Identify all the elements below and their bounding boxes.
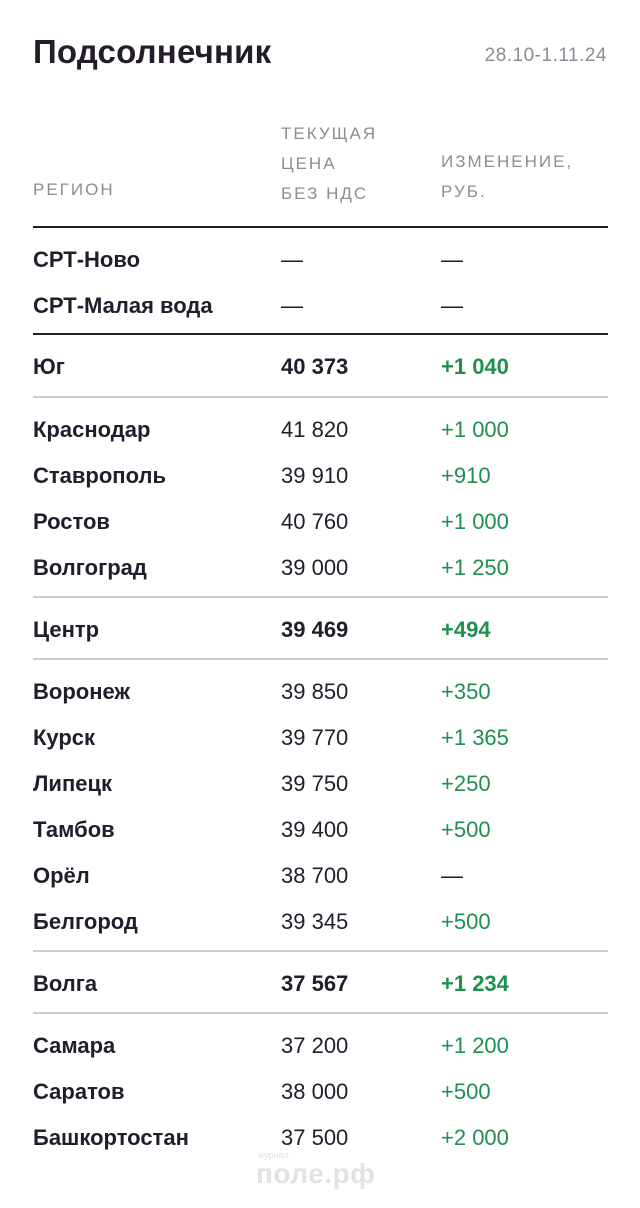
row-price: 39 770	[281, 725, 349, 750]
date-range: 28.10-1.11.24	[484, 45, 607, 66]
row-price: 39 400	[281, 817, 349, 842]
row-divider	[33, 950, 608, 952]
column-header-price-line3: БЕЗ НДС	[281, 184, 369, 203]
row-region: Ставрополь	[33, 463, 166, 488]
row-region: Липецк	[33, 771, 113, 796]
row-change: +1 040	[441, 354, 509, 379]
row-change: +910	[441, 463, 491, 488]
row-region: СРТ-Ново	[33, 247, 141, 272]
table-row: Орёл 38 700 —	[0, 853, 640, 899]
row-divider	[33, 596, 608, 598]
table-row-total: Волга 37 567 +1 234	[0, 961, 640, 1007]
section-divider	[33, 333, 608, 335]
table-row: Краснодар 41 820 +1 000	[0, 407, 640, 453]
row-price: 41 820	[281, 417, 349, 442]
row-price: 39 000	[281, 555, 349, 580]
row-change: —	[441, 293, 463, 318]
column-header-price: ТЕКУЩАЯ ЦЕНА БЕЗ НДС	[281, 119, 377, 209]
table-row: СРТ-Ново — —	[0, 237, 640, 283]
row-change: +500	[441, 909, 491, 934]
column-header-region-label: РЕГИОН	[33, 180, 115, 199]
row-region: Воронеж	[33, 679, 131, 704]
row-region: Центр	[33, 617, 100, 642]
row-region: Саратов	[33, 1079, 125, 1104]
row-region: Юг	[33, 354, 65, 379]
row-change: +350	[441, 679, 491, 704]
row-price: —	[281, 293, 303, 318]
table-row: Тамбов 39 400 +500	[0, 807, 640, 853]
watermark-brand-text: поле.рф	[256, 1158, 376, 1189]
row-price: 39 750	[281, 771, 349, 796]
row-change: +1 000	[441, 509, 509, 534]
column-header-region: РЕГИОН	[33, 175, 115, 205]
row-divider	[33, 396, 608, 398]
column-header-price-line2: ЦЕНА	[281, 154, 337, 173]
row-price: 40 760	[281, 509, 349, 534]
row-price: 40 373	[281, 354, 349, 379]
table-row: Ростов 40 760 +1 000	[0, 499, 640, 545]
watermark-logo: журнал поле.рф	[256, 1150, 375, 1188]
table-row: Курск 39 770 +1 365	[0, 715, 640, 761]
row-change: +1 200	[441, 1033, 509, 1058]
table-row: Саратов 38 000 +500	[0, 1069, 640, 1115]
page-title: Подсолнечник	[33, 33, 272, 70]
column-header-change-line2: РУБ.	[441, 182, 487, 201]
row-region: Тамбов	[33, 817, 115, 842]
row-region: Волга	[33, 971, 98, 996]
row-price: 37 500	[281, 1125, 349, 1150]
row-price: 38 000	[281, 1079, 349, 1104]
row-change: +1 000	[441, 417, 509, 442]
row-region: СРТ-Малая вода	[33, 293, 213, 318]
column-header-change-line1: ИЗМЕНЕНИЕ,	[441, 152, 574, 171]
row-change: +1 365	[441, 725, 509, 750]
row-price: 37 567	[281, 971, 349, 996]
row-region: Самара	[33, 1033, 116, 1058]
table-row: СРТ-Малая вода — —	[0, 283, 640, 329]
table-row: Белгород 39 345 +500	[0, 899, 640, 945]
watermark-small-text: журнал	[258, 1150, 289, 1160]
row-change: —	[441, 247, 463, 272]
row-region: Волгоград	[33, 555, 147, 580]
row-divider	[33, 1012, 608, 1014]
row-price: —	[281, 247, 303, 272]
row-change: —	[441, 863, 463, 888]
row-region: Белгород	[33, 909, 138, 934]
row-change: +494	[441, 617, 491, 642]
table-row: Волгоград 39 000 +1 250	[0, 545, 640, 591]
row-price: 39 345	[281, 909, 349, 934]
row-region: Ростов	[33, 509, 110, 534]
table-row-total: Центр 39 469 +494	[0, 607, 640, 653]
table-row: Башкортостан 37 500 +2 000	[0, 1115, 640, 1161]
row-price: 37 200	[281, 1033, 349, 1058]
column-header-change: ИЗМЕНЕНИЕ, РУБ.	[441, 147, 573, 207]
row-change: +1 250	[441, 555, 509, 580]
row-change: +1 234	[441, 971, 509, 996]
row-change: +500	[441, 817, 491, 842]
row-region: Курск	[33, 725, 96, 750]
column-header-price-line1: ТЕКУЩАЯ	[281, 124, 378, 143]
table-row: Ставрополь 39 910 +910	[0, 453, 640, 499]
row-change: +250	[441, 771, 491, 796]
row-price: 39 850	[281, 679, 349, 704]
header-divider	[33, 226, 608, 228]
row-change: +500	[441, 1079, 491, 1104]
table-row-total: Юг 40 373 +1 040	[0, 344, 640, 390]
row-region: Краснодар	[33, 417, 151, 442]
row-price: 39 469	[281, 617, 349, 642]
row-region: Башкортостан	[33, 1125, 189, 1150]
table-row: Воронеж 39 850 +350	[0, 669, 640, 715]
table-row: Липецк 39 750 +250	[0, 761, 640, 807]
row-price: 38 700	[281, 863, 349, 888]
row-divider	[33, 658, 608, 660]
table-row: Самара 37 200 +1 200	[0, 1023, 640, 1069]
row-region: Орёл	[33, 863, 90, 888]
row-price: 39 910	[281, 463, 349, 488]
row-change: +2 000	[441, 1125, 509, 1150]
